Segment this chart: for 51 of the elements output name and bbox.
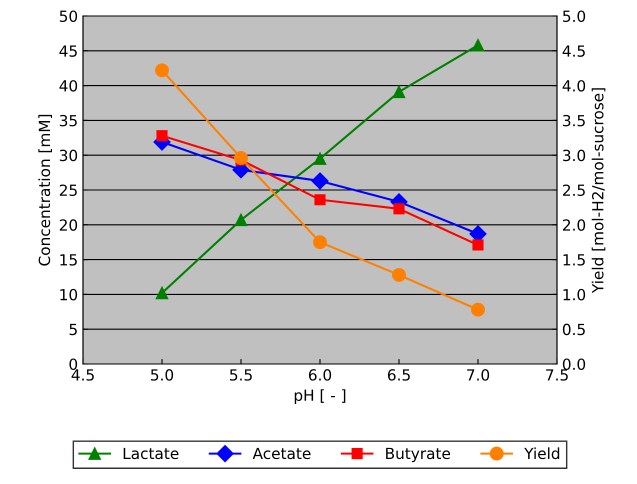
point xyxy=(313,235,327,250)
point xyxy=(311,172,329,190)
point xyxy=(392,268,406,282)
x-tick-label: 6.5 xyxy=(388,369,410,381)
point xyxy=(472,239,484,251)
x-axis-title: pH [ - ] xyxy=(294,389,346,404)
point xyxy=(234,151,248,165)
point xyxy=(393,203,405,214)
y2-tick-label: 5.0 xyxy=(563,10,586,22)
legend-label: Lactate xyxy=(124,448,178,460)
y2-tick-label: 1.0 xyxy=(564,288,586,300)
y-tick-label: 10 xyxy=(60,288,78,300)
y2-tick-label: 4.5 xyxy=(562,45,585,57)
y-tick-label: 15 xyxy=(60,254,77,266)
legend-label: Yield xyxy=(524,447,560,460)
legend-label: Acetate xyxy=(252,448,310,460)
x-tick-label: 5.5 xyxy=(230,369,252,381)
y2-tick-label: 2.5 xyxy=(562,184,585,196)
y2-tick-label: 0.5 xyxy=(562,324,585,336)
y-tick-label: 20 xyxy=(60,219,78,231)
x-tick-label: 6.0 xyxy=(308,369,332,381)
y2-axis-title: Yield [mol-H2/mol-sucrose] xyxy=(592,88,606,294)
legend-label: Butyrate xyxy=(386,448,450,462)
y2-tick-label: 1.5 xyxy=(564,254,585,266)
y2-tick-label: 3.0 xyxy=(563,150,586,162)
x-tick-label: 5.0 xyxy=(151,369,174,381)
y-tick-label: 0 xyxy=(69,358,78,370)
point xyxy=(392,86,406,98)
point xyxy=(155,63,169,78)
point xyxy=(314,152,326,165)
point xyxy=(472,38,484,52)
y-tick-label: 40 xyxy=(59,80,78,92)
y2-tick-label: 4.0 xyxy=(562,80,586,92)
x-tick-label: 7.0 xyxy=(467,369,490,381)
y-axis-title: Concentration [mM] xyxy=(38,114,52,266)
point xyxy=(156,130,168,142)
x-tick-label: 4.5 xyxy=(72,369,94,381)
point xyxy=(234,214,248,226)
point xyxy=(314,194,326,206)
y2-tick-label: 3.5 xyxy=(563,114,585,126)
y-tick-label: 45 xyxy=(59,45,77,57)
y-tick-label: 30 xyxy=(60,150,78,162)
y-tick-label: 25 xyxy=(60,184,77,196)
x-tick-label: 7.5 xyxy=(546,369,568,381)
point xyxy=(156,286,168,300)
y2-tick-label: 0.0 xyxy=(562,358,586,370)
point xyxy=(471,302,485,317)
y-tick-label: 5 xyxy=(70,324,77,336)
y-tick-label: 35 xyxy=(60,114,77,126)
y-tick-label: 50 xyxy=(60,10,78,22)
y2-tick-label: 2.0 xyxy=(562,219,586,231)
